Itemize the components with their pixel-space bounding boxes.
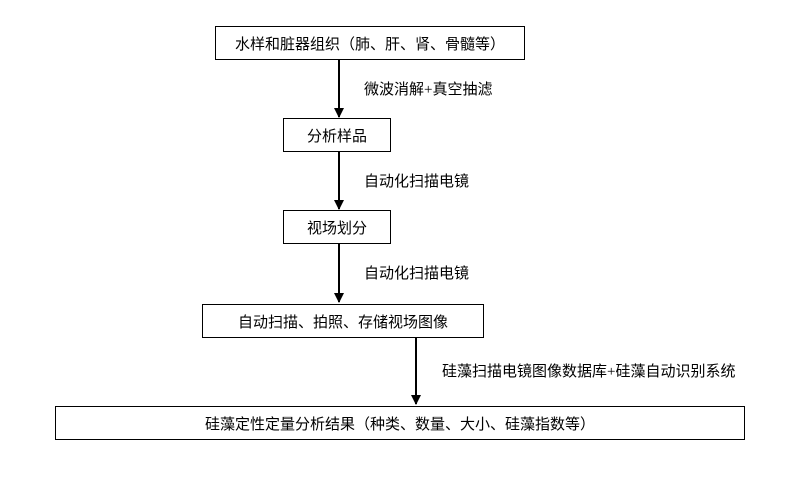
edge-text: 硅藻扫描电镜图像数据库+硅藻自动识别系统 [442,364,735,380]
flow-node-3: 视场划分 [283,210,391,244]
flow-node-1: 水样和脏器组织（肺、肝、肾、骨髓等） [215,26,525,60]
edge-label-3: 自动化扫描电镜 [364,262,469,283]
node-label: 水样和脏器组织（肺、肝、肾、骨髓等） [235,33,505,54]
node-label: 视场划分 [307,217,367,238]
flow-node-5: 硅藻定性定量分析结果（种类、数量、大小、硅藻指数等） [55,406,745,440]
flow-node-4: 自动扫描、拍照、存储视场图像 [202,304,484,338]
flowchart-container: 水样和脏器组织（肺、肝、肾、骨髓等） 微波消解+真空抽滤 分析样品 自动化扫描电… [0,0,800,503]
edge-text: 自动化扫描电镜 [364,266,469,282]
flow-arrow-4 [415,338,417,404]
edge-label-1: 微波消解+真空抽滤 [364,78,492,99]
edge-text: 微波消解+真空抽滤 [364,82,492,98]
flow-arrow-2 [338,152,340,209]
flow-node-2: 分析样品 [283,118,391,152]
node-label: 分析样品 [307,125,367,146]
flow-arrow-1 [338,60,340,117]
edge-label-2: 自动化扫描电镜 [364,170,469,191]
flow-arrow-3 [338,244,340,302]
node-label: 硅藻定性定量分析结果（种类、数量、大小、硅藻指数等） [205,413,595,434]
node-label: 自动扫描、拍照、存储视场图像 [238,311,448,332]
edge-text: 自动化扫描电镜 [364,174,469,190]
edge-label-4: 硅藻扫描电镜图像数据库+硅藻自动识别系统 [442,360,735,381]
